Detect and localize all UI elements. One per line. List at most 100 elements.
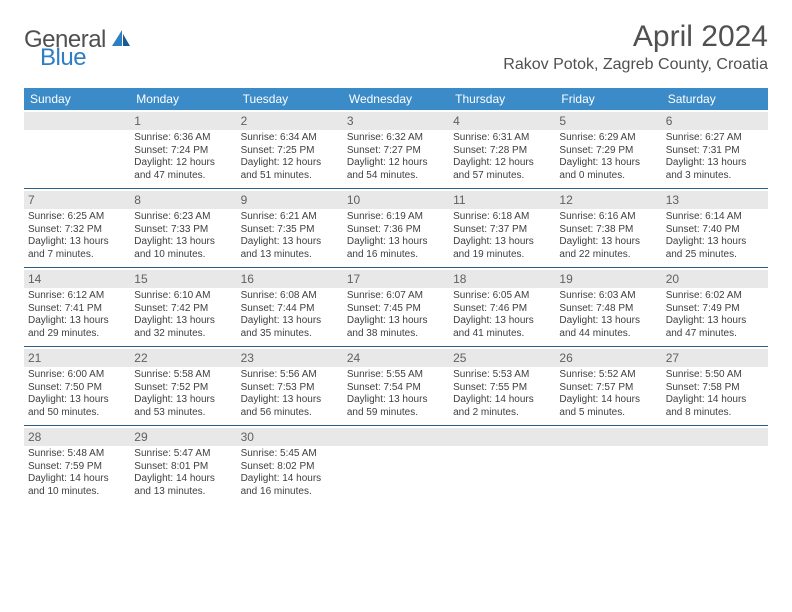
day-number: 13 [666,193,679,207]
day-number: 9 [241,193,248,207]
daynum-bar: 22 [130,349,236,367]
dow-wednesday: Wednesday [343,88,449,110]
day-number: 14 [28,272,41,286]
day-number: 21 [28,351,41,365]
day-details: Sunrise: 6:31 AMSunset: 7:28 PMDaylight:… [453,132,551,182]
month-title: April 2024 [503,20,768,54]
day-cell-27: 27Sunrise: 5:50 AMSunset: 7:58 PMDayligh… [662,347,768,425]
week-row: 28 Sunrise: 5:48 AMSunset: 7:59 PMDayligh… [24,425,768,504]
day-cell-empty: . [662,426,768,504]
week-row: 21 Sunrise: 6:00 AMSunset: 7:50 PMDayligh… [24,346,768,425]
day-number: 15 [134,272,147,286]
day-cell-25: 25 Sunrise: 5:53 AMSunset: 7:55 PMDayligh… [449,347,555,425]
day-details: Sunrise: 5:55 AMSunset: 7:54 PMDaylight:… [347,369,445,419]
day-details: Sunrise: 5:47 AMSunset: 8:01 PMDaylight:… [134,448,232,498]
dow-monday: Monday [130,88,236,110]
daynum-bar: 19 [555,270,661,288]
day-details: Sunrise: 6:34 AMSunset: 7:25 PMDaylight:… [241,132,339,182]
day-cell-empty: . [343,426,449,504]
daynum-bar: 8 [130,191,236,209]
daynum-bar: 1 [130,112,236,130]
day-cell-22: 22 Sunrise: 5:58 AMSunset: 7:52 PMDayligh… [130,347,236,425]
day-number: 4 [453,114,460,128]
day-details: Sunrise: 6:36 AMSunset: 7:24 PMDaylight:… [134,132,232,182]
day-number: 25 [453,351,466,365]
daynum-bar: 12 [555,191,661,209]
day-number: 24 [347,351,360,365]
day-number: 26 [559,351,572,365]
daynum-bar: 3 [343,112,449,130]
day-cell-8: 8Sunrise: 6:23 AMSunset: 7:33 PMDaylight… [130,189,236,267]
daynum-bar: 17 [343,270,449,288]
day-details: Sunrise: 5:45 AMSunset: 8:02 PMDaylight:… [241,448,339,498]
day-number: 30 [241,430,254,444]
day-details: Sunrise: 6:05 AMSunset: 7:46 PMDaylight:… [453,290,551,340]
day-cell-4: 4 Sunrise: 6:31 AMSunset: 7:28 PMDaylight… [449,110,555,188]
day-cell-23: 23Sunrise: 5:56 AMSunset: 7:53 PMDayligh… [237,347,343,425]
day-details: Sunrise: 6:02 AMSunset: 7:49 PMDaylight:… [666,290,764,340]
day-number: 22 [134,351,147,365]
day-cell-21: 21 Sunrise: 6:00 AMSunset: 7:50 PMDayligh… [24,347,130,425]
day-details: Sunrise: 6:27 AMSunset: 7:31 PMDaylight:… [666,132,764,182]
day-details: Sunrise: 6:00 AMSunset: 7:50 PMDaylight:… [28,369,126,419]
days-of-week-header: SundayMondayTuesdayWednesdayThursdayFrid… [24,88,768,110]
daynum-bar: 24 [343,349,449,367]
day-details: Sunrise: 6:03 AMSunset: 7:48 PMDaylight:… [559,290,657,340]
calendar-grid: SundayMondayTuesdayWednesdayThursdayFrid… [24,88,768,504]
day-number: 16 [241,272,254,286]
day-details: Sunrise: 6:21 AMSunset: 7:35 PMDaylight:… [241,211,339,261]
daynum-bar: 26 [555,349,661,367]
day-number: 1 [134,114,141,128]
day-number: 12 [559,193,572,207]
daynum-bar: 13 [662,191,768,209]
day-number: 5 [559,114,566,128]
daynum-bar: 14 [24,270,130,288]
day-cell-15: 15 Sunrise: 6:10 AMSunset: 7:42 PMDayligh… [130,268,236,346]
daynum-bar: 6 [662,112,768,130]
day-details: Sunrise: 6:10 AMSunset: 7:42 PMDaylight:… [134,290,232,340]
day-details: Sunrise: 6:12 AMSunset: 7:41 PMDaylight:… [28,290,126,340]
day-cell-28: 28 Sunrise: 5:48 AMSunset: 7:59 PMDayligh… [24,426,130,504]
day-cell-12: 12Sunrise: 6:16 AMSunset: 7:38 PMDayligh… [555,189,661,267]
day-cell-16: 16 Sunrise: 6:08 AMSunset: 7:44 PMDayligh… [237,268,343,346]
week-row: . 1 Sunrise: 6:36 AMSunset: 7:24 PMDayligh… [24,110,768,188]
brand-logo: General Blue [24,26,132,54]
daynum-bar: . [343,428,449,446]
day-number: 28 [28,430,41,444]
title-block: April 2024 Rakov Potok, Zagreb County, C… [503,20,768,74]
daynum-bar: 16 [237,270,343,288]
day-number: 10 [347,193,360,207]
day-cell-empty: . [24,110,130,188]
dow-saturday: Saturday [662,88,768,110]
week-row: 7Sunrise: 6:25 AMSunset: 7:32 PMDaylight… [24,188,768,267]
daynum-bar: 4 [449,112,555,130]
day-cell-18: 18Sunrise: 6:05 AMSunset: 7:46 PMDayligh… [449,268,555,346]
day-details: Sunrise: 5:48 AMSunset: 7:59 PMDaylight:… [28,448,126,498]
daynum-bar: 20 [662,270,768,288]
day-details: Sunrise: 6:07 AMSunset: 7:45 PMDaylight:… [347,290,445,340]
day-cell-2: 2 Sunrise: 6:34 AMSunset: 7:25 PMDaylight… [237,110,343,188]
daynum-bar: . [449,428,555,446]
day-details: Sunrise: 5:52 AMSunset: 7:57 PMDaylight:… [559,369,657,419]
day-cell-29: 29 Sunrise: 5:47 AMSunset: 8:01 PMDayligh… [130,426,236,504]
daynum-bar: 25 [449,349,555,367]
day-cell-14: 14 Sunrise: 6:12 AMSunset: 7:41 PMDayligh… [24,268,130,346]
day-details: Sunrise: 6:25 AMSunset: 7:32 PMDaylight:… [28,211,126,261]
day-details: Sunrise: 6:19 AMSunset: 7:36 PMDaylight:… [347,211,445,261]
day-number: 2 [241,114,248,128]
day-cell-11: 11Sunrise: 6:18 AMSunset: 7:37 PMDayligh… [449,189,555,267]
daynum-bar: 5 [555,112,661,130]
day-number: 19 [559,272,572,286]
day-number: 27 [666,351,679,365]
day-cell-3: 3Sunrise: 6:32 AMSunset: 7:27 PMDaylight… [343,110,449,188]
daynum-bar: 29 [130,428,236,446]
day-details: Sunrise: 6:08 AMSunset: 7:44 PMDaylight:… [241,290,339,340]
day-cell-6: 6 Sunrise: 6:27 AMSunset: 7:31 PMDaylight… [662,110,768,188]
daynum-bar: . [24,112,130,130]
day-details: Sunrise: 5:53 AMSunset: 7:55 PMDaylight:… [453,369,551,419]
daynum-bar: 9 [237,191,343,209]
day-cell-10: 10 Sunrise: 6:19 AMSunset: 7:36 PMDayligh… [343,189,449,267]
daynum-bar: 15 [130,270,236,288]
day-details: Sunrise: 5:58 AMSunset: 7:52 PMDaylight:… [134,369,232,419]
dow-thursday: Thursday [449,88,555,110]
